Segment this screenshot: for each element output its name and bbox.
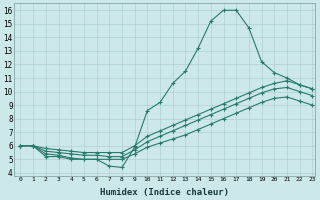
X-axis label: Humidex (Indice chaleur): Humidex (Indice chaleur) [100, 188, 229, 197]
